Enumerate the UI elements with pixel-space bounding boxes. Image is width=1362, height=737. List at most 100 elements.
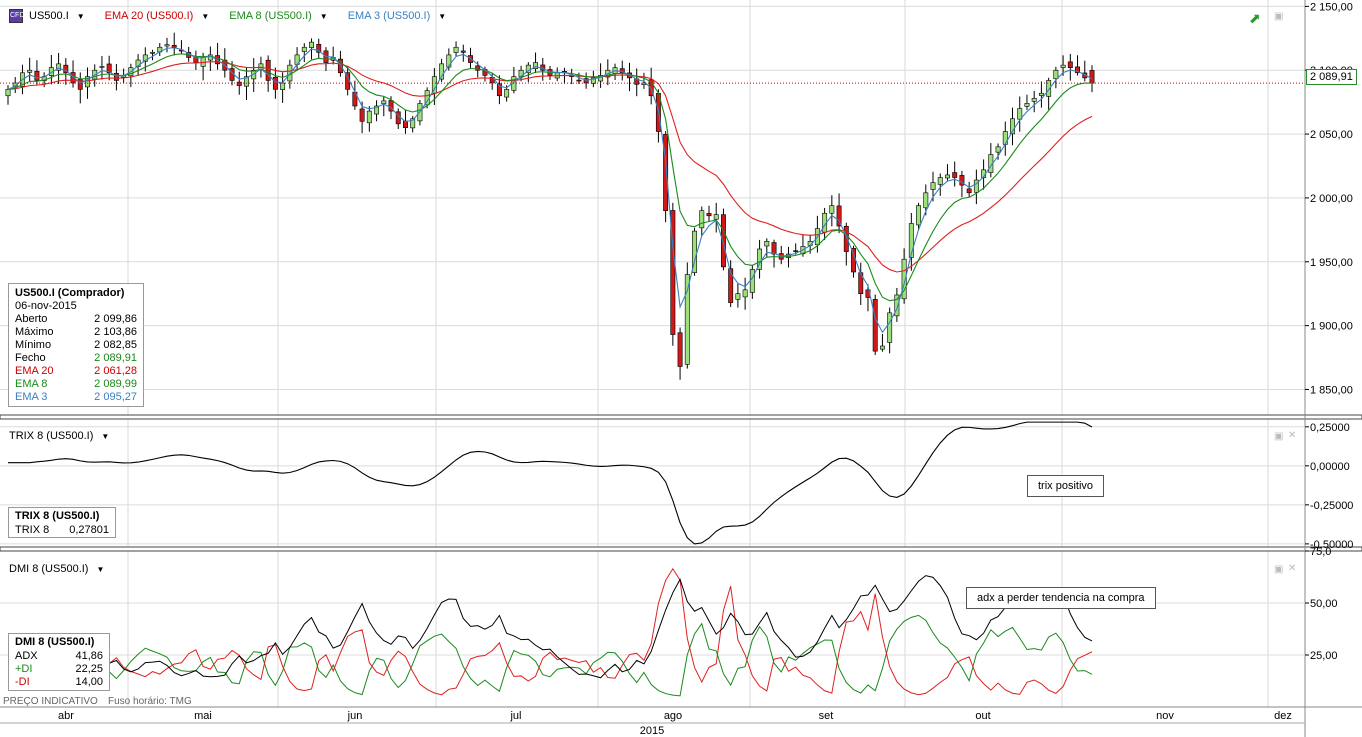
candle-body <box>1002 131 1008 145</box>
ema8-label[interactable]: EMA 8 (US500.I) <box>229 10 312 22</box>
panel-separator <box>0 414 1362 420</box>
candle-body <box>735 293 741 300</box>
candle-body <box>5 89 11 97</box>
candle-body <box>85 76 90 88</box>
candle-body <box>1075 66 1081 74</box>
candle-body <box>27 69 33 73</box>
ema-layer <box>0 47 1305 334</box>
symbol-label[interactable]: US500.I <box>29 10 69 22</box>
month-label: abr <box>58 710 74 722</box>
candle-body <box>388 100 394 112</box>
dmi-label[interactable]: DMI 8 (US500.I) <box>9 563 89 575</box>
candle-body <box>923 192 929 209</box>
info-row-label: Fecho <box>15 352 46 364</box>
candle-body <box>742 289 748 298</box>
candle-body <box>1060 64 1066 68</box>
info-row-value: 2 082,85 <box>94 339 137 351</box>
info-row-value: 2 061,28 <box>94 365 137 377</box>
dmi-row: +DI 22,25 <box>15 663 103 676</box>
candle-body <box>901 258 907 300</box>
candle-body <box>309 41 314 48</box>
candle-body <box>1038 92 1044 96</box>
info-row: Fecho 2 089,91 <box>15 352 137 365</box>
maximize-icon[interactable]: ▣ <box>1274 431 1284 442</box>
info-row-label: Aberto <box>15 313 48 325</box>
plus-di-line <box>7 614 1093 697</box>
candle-body <box>728 268 734 303</box>
month-label: jun <box>347 710 363 722</box>
candle-body <box>879 345 885 350</box>
candle-body <box>576 79 582 82</box>
close-icon[interactable]: ✕ <box>1288 430 1297 441</box>
last-price-tag: 2 089,91 <box>1306 69 1357 85</box>
candle-body <box>171 45 177 48</box>
dmi-row-value: 14,00 <box>75 676 103 688</box>
trend-icon[interactable]: ⬈ <box>1249 10 1261 26</box>
trix-tick-label: 0,25000 <box>1310 422 1350 434</box>
candle-body <box>475 65 481 71</box>
info-row-label: EMA 3 <box>15 391 48 403</box>
price-tick-label: 1 900,00 <box>1310 321 1353 333</box>
price-tick-label: 2 000,00 <box>1310 193 1353 205</box>
minus-di-line <box>7 567 1093 696</box>
price-tick-label: 1 950,00 <box>1310 257 1353 269</box>
info-row-value: 2 099,86 <box>94 313 137 325</box>
panel-separator <box>0 546 1362 552</box>
candle-body <box>764 241 770 247</box>
info-row-label: Máximo <box>15 326 54 338</box>
candle-body <box>771 242 777 255</box>
candle-body <box>706 213 712 217</box>
candle-body <box>244 76 249 87</box>
trix-tick-label: -0,50000 <box>1310 539 1353 551</box>
ema3-label[interactable]: EMA 3 (US500.I) <box>347 10 431 22</box>
close-icon[interactable]: ✕ <box>1288 563 1297 574</box>
ema8-line <box>7 53 1093 302</box>
month-label: set <box>819 710 834 722</box>
chevron-down-icon[interactable]: ▼ <box>201 11 210 21</box>
maximize-icon[interactable]: ▣ <box>1274 11 1284 22</box>
trix-tick-label: 0,00000 <box>1310 461 1350 473</box>
dmi-row-label: -DI <box>15 676 30 688</box>
dmi-layer <box>7 567 1093 697</box>
chevron-down-icon[interactable]: ▼ <box>438 11 447 21</box>
month-label: ago <box>664 710 682 722</box>
candle-body <box>930 182 936 190</box>
chevron-down-icon[interactable]: ▼ <box>101 431 110 441</box>
candle-body <box>439 63 445 80</box>
maximize-icon[interactable]: ▣ <box>1274 564 1284 575</box>
candle-body <box>366 110 372 124</box>
chevron-down-icon[interactable]: ▼ <box>76 11 85 21</box>
info-row: EMA 3 2 095,27 <box>15 391 137 404</box>
candle-body <box>916 205 922 226</box>
price-tick-label: 1 850,00 <box>1310 384 1353 396</box>
candle-body <box>1053 69 1059 80</box>
info-row-value: 2 089,99 <box>94 378 137 390</box>
symbol-icon[interactable]: CFD <box>9 9 24 23</box>
info-row-value: 2 095,27 <box>94 391 137 403</box>
candle-body <box>374 105 380 115</box>
info-row-label: EMA 8 <box>15 378 48 390</box>
candle-body <box>836 205 842 227</box>
price-note: PREÇO INDICATIVO <box>3 696 98 707</box>
ohlc-info-box: US500.I (Comprador) 06-nov-2015 Aberto 2 … <box>8 283 144 407</box>
candle-body <box>1067 61 1073 68</box>
candle-body <box>453 46 459 53</box>
trix-label[interactable]: TRIX 8 (US500.I) <box>9 430 94 442</box>
candle-body <box>236 81 242 86</box>
candle-body <box>1089 70 1095 84</box>
dmi-box-title: DMI 8 (US500.I) <box>15 636 95 648</box>
ema3-line <box>7 47 1093 334</box>
trix-info-box: TRIX 8 (US500.I) TRIX 8 0,27801 <box>8 507 116 538</box>
adx-line <box>7 575 1093 683</box>
info-row: Mínimo 2 082,85 <box>15 339 137 352</box>
ema20-label[interactable]: EMA 20 (US500.I) <box>104 10 194 22</box>
candle-body <box>793 250 799 252</box>
candle-body <box>887 312 893 343</box>
info-row: EMA 20 2 061,28 <box>15 365 137 378</box>
chevron-down-icon[interactable]: ▼ <box>319 11 328 21</box>
chevron-down-icon[interactable]: ▼ <box>96 564 105 574</box>
month-label: jul <box>509 710 521 722</box>
candle-body <box>301 46 307 52</box>
